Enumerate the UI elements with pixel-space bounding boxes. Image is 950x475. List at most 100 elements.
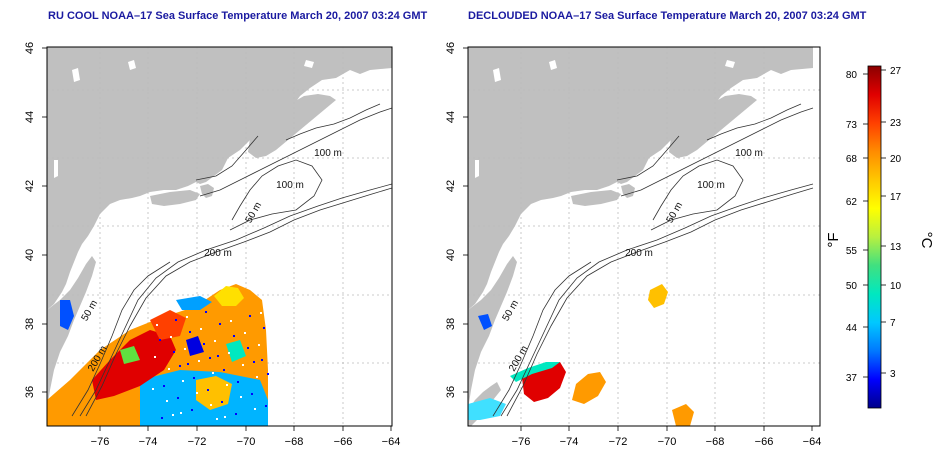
sst-speckle — [233, 335, 235, 337]
sst-speckle — [152, 388, 154, 390]
lake — [304, 60, 314, 68]
sst-speckle — [249, 315, 251, 317]
lake — [493, 68, 501, 82]
depth-contour — [492, 261, 592, 417]
sst-speckle — [175, 319, 177, 321]
sst-speckle — [221, 401, 223, 403]
x-tick-label: −74 — [560, 436, 579, 448]
y-tick-label: 42 — [24, 180, 36, 192]
land-cape-cod — [621, 184, 635, 198]
contour-label: 100 m — [276, 180, 304, 191]
contour-label: 200 m — [625, 248, 653, 259]
land-delmarva — [47, 256, 96, 410]
sst-speckle — [150, 310, 152, 312]
contour-label: 100 m — [735, 148, 763, 159]
sst-speckle — [216, 418, 218, 420]
y-tick-label: 42 — [445, 180, 457, 192]
sst-patch — [186, 336, 204, 356]
sst-speckle — [247, 347, 249, 349]
land-long-island — [571, 190, 621, 206]
sst-patch — [572, 372, 606, 404]
colorbar-c-tick-label: 27 — [890, 66, 902, 77]
sst-speckle — [235, 413, 237, 415]
y-tick-label: 36 — [24, 386, 36, 398]
sst-speckle — [214, 340, 216, 342]
sst-speckle — [244, 332, 246, 334]
colorbar-f-tick-label: 80 — [846, 70, 858, 81]
y-tick-label: 46 — [24, 42, 36, 54]
sst-speckle — [224, 416, 226, 418]
contour-label: 100 m — [314, 148, 342, 159]
lake — [725, 60, 735, 68]
sst-speckle — [256, 376, 258, 378]
y-tick-label: 44 — [24, 111, 36, 123]
sst-patch — [648, 284, 668, 308]
colorbar-c-tick-label: 7 — [890, 318, 896, 329]
sst-patch — [478, 314, 492, 330]
sst-speckle — [230, 320, 232, 322]
sst-speckle — [193, 377, 195, 379]
depth-contour — [71, 261, 171, 417]
colorbar-celsius-label: °C — [918, 232, 935, 249]
sst-speckle — [156, 324, 158, 326]
sst-patch — [226, 340, 246, 362]
x-tick-label: −72 — [609, 436, 628, 448]
colorbar-f-tick-label: 55 — [846, 246, 858, 257]
land-delmarva — [468, 256, 517, 410]
sst-patch — [214, 286, 244, 306]
land-nova-scotia — [248, 94, 336, 158]
colorbar-c-tick-label: 13 — [890, 242, 902, 253]
x-tick-label: −70 — [237, 436, 256, 448]
sst-patch — [176, 296, 212, 310]
sst-speckle — [261, 359, 263, 361]
colorbar-f-tick-label: 62 — [846, 197, 858, 208]
sst-speckle — [267, 373, 269, 375]
panel-title-declouded: DECLOUDED NOAA–17 Sea Surface Temperatur… — [468, 10, 867, 22]
sst-speckle — [173, 351, 175, 353]
sst-speckle — [260, 312, 262, 314]
land-mainland — [468, 47, 813, 310]
colorbar-c-tick-label: 23 — [890, 118, 902, 129]
sst-patch — [510, 362, 560, 382]
sst-speckle — [242, 364, 244, 366]
land-nova-scotia — [669, 94, 757, 158]
sst-patch — [672, 404, 694, 426]
x-tick-label: −68 — [706, 436, 725, 448]
x-tick-label: −76 — [91, 436, 110, 448]
sst-speckle — [191, 409, 193, 411]
colorbar-c-tick-label: 10 — [890, 281, 902, 292]
x-tick-label: −70 — [658, 436, 677, 448]
sst-speckle — [223, 369, 225, 371]
lake — [549, 60, 557, 70]
sst-speckle — [237, 381, 239, 383]
colorbar-fahrenheit-label: °F — [825, 232, 842, 247]
colorbar-f-tick-label: 37 — [846, 373, 858, 384]
depth-contour — [620, 107, 814, 197]
contour-label: 200 m — [204, 248, 232, 259]
x-tick-label: −76 — [512, 436, 531, 448]
contour-label: 100 m — [697, 180, 725, 191]
sst-speckle — [203, 343, 205, 345]
sst-speckle — [212, 372, 214, 374]
sst-speckle — [172, 414, 174, 416]
sst-speckle — [177, 397, 179, 399]
colorbar-f-tick-label: 50 — [846, 281, 858, 292]
sst-patch — [468, 398, 506, 420]
sst-speckle — [265, 405, 267, 407]
y-tick-label: 46 — [445, 42, 457, 54]
colorbar-f-tick-label: 68 — [846, 154, 858, 165]
colorbar-gradient — [867, 65, 882, 409]
depth-contour — [650, 159, 744, 231]
sst-patch — [92, 330, 176, 400]
sst-speckle — [189, 331, 191, 333]
sst-speckle — [166, 400, 168, 402]
sst-patch — [150, 310, 186, 340]
y-tick-label: 44 — [445, 111, 457, 123]
depth-contour — [706, 103, 802, 141]
land-long-island — [150, 190, 200, 206]
sst-speckle — [180, 412, 182, 414]
lake — [475, 160, 479, 178]
